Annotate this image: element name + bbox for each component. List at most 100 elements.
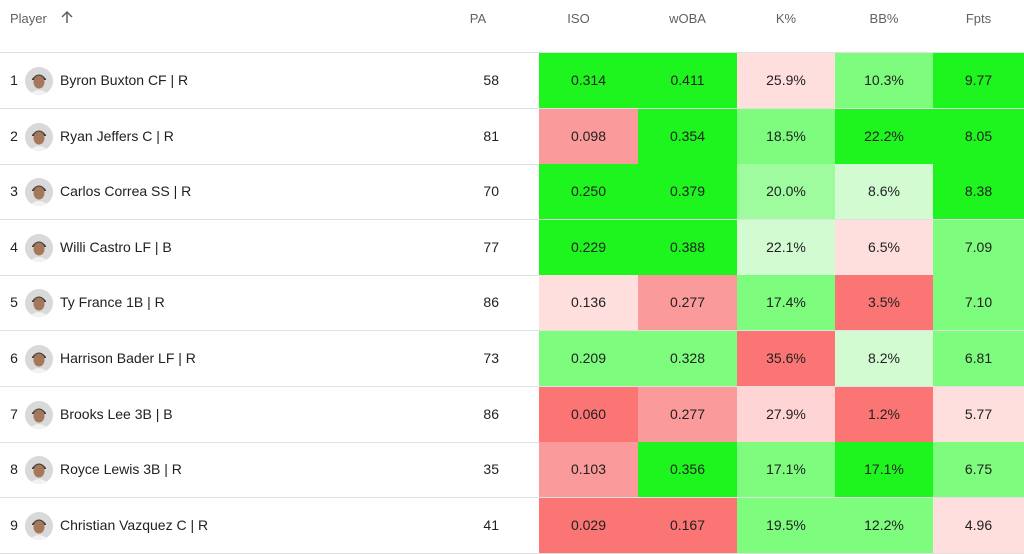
woba-cell: 0.328 — [638, 331, 737, 386]
woba-cell: 0.354 — [638, 108, 737, 164]
table-row[interactable]: 2 Ryan Jeffers C | R 81 0.098 0.354 18.5% 22.2… — [0, 108, 1024, 165]
column-header-player-label: Player — [10, 11, 47, 26]
bb-pct-cell: 8.2% — [835, 331, 933, 386]
fpts-cell: 5.77 — [933, 386, 1024, 442]
iso-cell: 0.250 — [539, 164, 638, 220]
player-name[interactable]: Christian Vazquez C | R — [60, 516, 209, 533]
rank-number: 4 — [10, 238, 18, 255]
player-name[interactable]: Carlos Correa SS | R — [60, 183, 192, 200]
rank-number: 8 — [10, 461, 18, 478]
player-avatar — [25, 289, 53, 318]
bb-pct-cell: 3.5% — [835, 275, 933, 331]
column-header-k-pct[interactable]: K% — [775, 11, 797, 26]
player-name[interactable]: Byron Buxton CF | R — [60, 72, 189, 88]
player-avatar — [25, 511, 53, 540]
bb-pct-cell: 12.2% — [835, 497, 933, 553]
rank-number: 1 — [10, 72, 18, 88]
woba-cell: 0.411 — [638, 53, 737, 108]
bb-pct-cell: 1.2% — [835, 386, 933, 442]
woba-cell: 0.277 — [638, 386, 737, 442]
rank-number: 7 — [10, 405, 18, 422]
iso-cell: 0.229 — [539, 219, 638, 275]
woba-cell: 0.388 — [638, 219, 737, 275]
bb-pct-cell: 8.6% — [835, 164, 933, 220]
k-pct-cell: 27.9% — [737, 386, 835, 442]
player-avatar — [25, 400, 53, 429]
rank-number: 2 — [10, 127, 18, 144]
iso-cell: 0.314 — [539, 53, 638, 108]
player-name[interactable]: Harrison Bader LF | R — [60, 350, 196, 366]
table-row[interactable]: 1 Byron Buxton CF | R 58 0.314 0.411 25.9% 10.… — [0, 53, 1024, 109]
iso-cell: 0.029 — [539, 497, 638, 553]
table-header: Player PA ISO wOBA K% BB% Fpts — [0, 0, 1024, 53]
k-pct-cell: 18.5% — [737, 108, 835, 164]
woba-cell: 0.356 — [638, 442, 737, 498]
column-header-pa[interactable]: PA — [469, 11, 487, 26]
k-pct-cell: 20.0% — [737, 164, 835, 220]
player-name[interactable]: Ryan Jeffers C | R — [60, 127, 174, 144]
pa-cell: 81 — [483, 127, 499, 144]
iso-cell: 0.136 — [539, 275, 638, 331]
pa-cell: 86 — [483, 294, 499, 311]
column-header-iso[interactable]: ISO — [567, 11, 590, 26]
k-pct-cell: 35.6% — [737, 331, 835, 386]
fpts-cell: 8.05 — [933, 108, 1024, 164]
fpts-cell: 9.77 — [933, 53, 1024, 108]
bb-pct-cell: 10.3% — [835, 53, 933, 108]
table-row[interactable]: 8 Royce Lewis 3B | R 35 0.103 0.356 17.1% 17.1… — [0, 442, 1024, 499]
k-pct-cell: 22.1% — [737, 219, 835, 275]
k-pct-cell: 17.1% — [737, 442, 835, 498]
table-row[interactable]: 6 Harrison Bader LF | R 73 0.209 0.328 35.6% 8… — [0, 331, 1024, 387]
rank-number: 9 — [10, 516, 18, 533]
player-avatar — [25, 122, 53, 151]
table-row[interactable]: 3 Carlos Correa SS | R 70 0.250 0.379 20.0% 8.… — [0, 164, 1024, 221]
fpts-cell: 7.09 — [933, 219, 1024, 275]
fpts-cell: 7.10 — [933, 275, 1024, 331]
column-header-woba[interactable]: wOBA — [669, 11, 706, 26]
k-pct-cell: 17.4% — [737, 275, 835, 331]
table-row[interactable]: 5 Ty France 1B | R 86 0.136 0.277 17.4% 3.5% 7.… — [0, 275, 1024, 332]
rank-number: 3 — [10, 183, 18, 200]
iso-cell: 0.209 — [539, 331, 638, 386]
player-avatar — [25, 456, 53, 485]
pa-cell: 41 — [483, 516, 499, 533]
fpts-cell: 8.38 — [933, 164, 1024, 220]
player-name[interactable]: Willi Castro LF | B — [60, 238, 172, 255]
woba-cell: 0.167 — [638, 497, 737, 553]
column-header-bb-pct[interactable]: BB% — [869, 11, 899, 26]
table-row[interactable]: 4 Willi Castro LF | B 77 0.229 0.388 22.1% 6.5… — [0, 219, 1024, 276]
iso-cell: 0.098 — [539, 108, 638, 164]
player-avatar — [25, 345, 53, 373]
table-row[interactable]: 9 Christian Vazquez C | R 41 0.029 0.167 19.5… — [0, 497, 1024, 554]
woba-cell: 0.277 — [638, 275, 737, 331]
column-header-player[interactable]: Player — [10, 0, 130, 40]
k-pct-cell: 19.5% — [737, 497, 835, 553]
rank-number: 5 — [10, 294, 18, 311]
pa-cell: 35 — [483, 461, 499, 478]
k-pct-cell: 25.9% — [737, 53, 835, 108]
bb-pct-cell: 6.5% — [835, 219, 933, 275]
player-name[interactable]: Ty France 1B | R — [60, 294, 165, 311]
player-avatar — [25, 233, 53, 262]
table-row[interactable]: 7 Brooks Lee 3B | B 86 0.060 0.277 27.9% 1.2% 5… — [0, 386, 1024, 443]
player-avatar — [25, 67, 53, 95]
player-name[interactable]: Brooks Lee 3B | B — [60, 405, 173, 422]
fpts-cell: 6.75 — [933, 442, 1024, 498]
bb-pct-cell: 22.2% — [835, 108, 933, 164]
fpts-cell: 6.81 — [933, 331, 1024, 386]
player-name[interactable]: Royce Lewis 3B | R — [60, 461, 182, 478]
woba-cell: 0.379 — [638, 164, 737, 220]
pa-cell: 73 — [483, 350, 499, 366]
pa-cell: 70 — [483, 183, 499, 200]
fpts-cell: 4.96 — [933, 497, 1024, 553]
player-avatar — [25, 178, 53, 207]
pa-cell: 86 — [483, 405, 499, 422]
bb-pct-cell: 17.1% — [835, 442, 933, 498]
iso-cell: 0.060 — [539, 386, 638, 442]
arrow-up-icon[interactable] — [60, 1, 74, 39]
iso-cell: 0.103 — [539, 442, 638, 498]
rank-number: 6 — [10, 350, 18, 366]
column-header-fpts[interactable]: Fpts — [965, 11, 992, 26]
pa-cell: 77 — [483, 238, 499, 255]
